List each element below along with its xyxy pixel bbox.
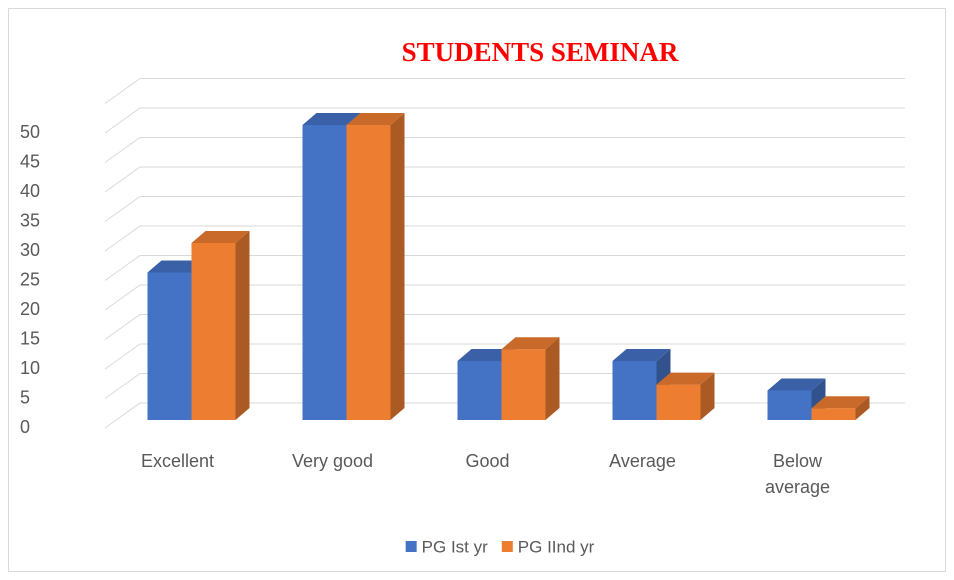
x-tick-label: Below average bbox=[764, 451, 831, 497]
grid-line bbox=[104, 196, 905, 222]
bar bbox=[147, 272, 192, 420]
grid-line bbox=[104, 107, 905, 134]
grid-line bbox=[104, 255, 905, 281]
bar-top bbox=[811, 396, 870, 409]
bar bbox=[811, 408, 856, 420]
legend-swatch bbox=[405, 541, 417, 552]
bar-top bbox=[147, 260, 206, 273]
y-tick-label: 35 bbox=[20, 210, 40, 230]
bar bbox=[501, 349, 546, 420]
x-tick-label: Excellent bbox=[140, 451, 215, 471]
bar-top bbox=[612, 349, 671, 361]
bar bbox=[612, 361, 657, 420]
bar bbox=[191, 243, 236, 420]
legend-label: PG IInd yr bbox=[518, 537, 595, 556]
bar-side bbox=[390, 113, 405, 420]
bar-top bbox=[767, 378, 826, 391]
legend-label: PG Ist yr bbox=[422, 537, 488, 556]
grid-line bbox=[104, 343, 905, 370]
y-tick-label: 5 bbox=[20, 387, 30, 407]
y-tick-label: 50 bbox=[20, 122, 40, 142]
bar bbox=[656, 384, 701, 420]
y-tick-label: 10 bbox=[20, 358, 40, 378]
chart-title: STUDENTS SEMINAR bbox=[402, 37, 679, 67]
x-tick-label: Good bbox=[465, 451, 510, 471]
bar-top bbox=[346, 113, 405, 125]
y-tick-label: 45 bbox=[20, 151, 40, 171]
bar-top bbox=[656, 372, 715, 385]
grid-line bbox=[104, 166, 905, 193]
bar-side bbox=[855, 396, 870, 420]
bar bbox=[767, 390, 812, 420]
x-tick-label: Very good bbox=[291, 451, 374, 471]
y-tick-label: 25 bbox=[20, 269, 40, 289]
y-tick-label: 20 bbox=[20, 299, 40, 319]
bar-side bbox=[700, 372, 715, 420]
bar-top bbox=[191, 231, 250, 243]
y-tick-label: 30 bbox=[20, 240, 40, 260]
grid-line bbox=[104, 225, 905, 252]
x-tick-label: Average bbox=[609, 451, 676, 471]
bar-side bbox=[235, 231, 250, 420]
grid-line bbox=[104, 137, 905, 163]
bar-top bbox=[457, 349, 516, 361]
bar bbox=[302, 125, 347, 420]
bar-top bbox=[501, 337, 560, 350]
grid-line bbox=[104, 284, 905, 311]
grid-line bbox=[104, 78, 905, 104]
bar bbox=[346, 125, 391, 420]
grid-line bbox=[104, 314, 905, 340]
bar bbox=[457, 361, 502, 420]
bar-top bbox=[302, 113, 361, 125]
y-tick-label: 40 bbox=[20, 181, 40, 201]
y-tick-label: 15 bbox=[20, 328, 40, 348]
bar-side bbox=[545, 337, 560, 420]
y-tick-label: 0 bbox=[20, 417, 30, 437]
legend-swatch bbox=[501, 541, 513, 552]
